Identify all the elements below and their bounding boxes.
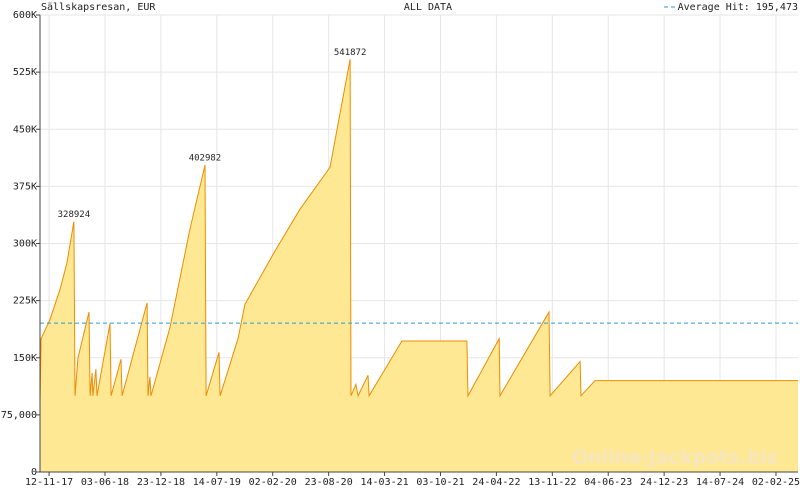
y-tick-label: 225K [13,296,37,307]
x-tick-label: 03-06-18 [81,477,129,488]
chart-subtitle: ALL DATA [404,2,452,13]
area-fill [40,59,798,473]
chart-title: Sällskapsresan, EUR [41,2,156,13]
x-tick-label: 04-06-23 [584,477,632,488]
y-tick-label: 75,000 [1,410,37,421]
y-tick-label: 375K [13,181,37,192]
y-tick-label: 600K [13,10,37,21]
x-tick-label: 24-12-23 [640,477,688,488]
area-line [39,59,798,404]
peak-label: 402982 [189,154,222,164]
y-tick-label: 0 [31,467,37,478]
peak-label: 541872 [334,48,367,58]
x-tick-label: 12-11-17 [25,477,73,488]
y-tick-label: 525K [13,67,37,78]
x-tick-label: 23-12-18 [137,477,185,488]
x-tick-label: 23-08-20 [305,477,353,488]
x-tick-label: 24-04-22 [472,477,520,488]
peak-label: 328924 [58,210,91,220]
x-tick-label: 14-07-24 [696,477,744,488]
legend-label: Average Hit: 195,473 [678,2,798,13]
plot: 0 75,000 150K 225K 300K 375K 450K 525K 600K 12-11… [1,10,800,488]
x-tick-label: 14-07-19 [193,477,241,488]
y-tick-label: 450K [13,124,37,135]
y-tick-label: 300K [13,239,37,250]
x-tick-label: 14-03-21 [360,477,408,488]
watermark: Online-Jackpots.biz [572,447,778,469]
y-tick-label: 150K [13,353,37,364]
x-tick-label: 03-10-21 [416,477,464,488]
x-tick-label: 02-02-20 [249,477,297,488]
x-tick-label: 13-11-22 [528,477,576,488]
x-tick-label: 02-02-25 [752,477,800,488]
